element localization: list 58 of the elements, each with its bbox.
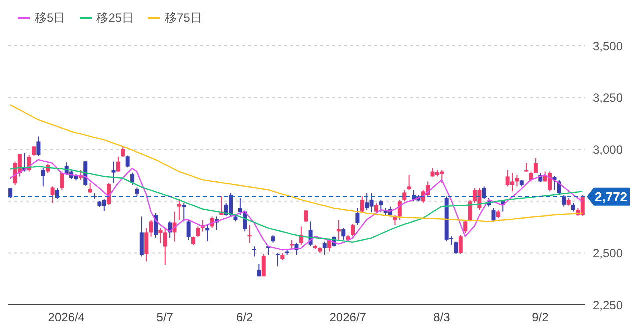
candlestick bbox=[257, 263, 262, 278]
y-tick-label: 3,250 bbox=[593, 91, 624, 106]
candlestick bbox=[140, 216, 144, 258]
y-tick-label: 3,000 bbox=[593, 142, 624, 157]
candlestick bbox=[252, 246, 256, 258]
y-tick-label: 3,500 bbox=[593, 39, 624, 54]
candlestick bbox=[36, 136, 41, 157]
y-tick-label: 2,250 bbox=[593, 298, 624, 312]
candlestick bbox=[515, 174, 520, 188]
x-tick-label: 2026/4 bbox=[48, 310, 86, 325]
candlestick bbox=[322, 241, 327, 256]
candlestick bbox=[41, 168, 46, 188]
candlestick bbox=[126, 155, 130, 168]
x-tick-label: 6/2 bbox=[236, 310, 254, 325]
candlestick bbox=[262, 254, 266, 278]
candlestick bbox=[356, 208, 360, 226]
x-tick-label: 8/3 bbox=[434, 310, 451, 325]
candlestick bbox=[482, 186, 486, 200]
x-tick-label: 9/2 bbox=[532, 310, 550, 325]
candlestick bbox=[454, 241, 458, 255]
x-tick-label: 2026/7 bbox=[330, 310, 367, 325]
candlestick bbox=[374, 202, 378, 214]
candlestick bbox=[458, 234, 463, 255]
candlestick bbox=[149, 220, 154, 238]
legend-label: 移5日 bbox=[35, 10, 66, 26]
candlestick bbox=[144, 228, 149, 262]
candlestick bbox=[186, 220, 191, 241]
candlestick bbox=[177, 198, 182, 221]
candlestick bbox=[50, 186, 55, 204]
candlestick bbox=[238, 198, 242, 216]
candlestick bbox=[8, 187, 13, 199]
candlestick bbox=[342, 228, 346, 240]
ref-line-label: 2,772 bbox=[595, 189, 628, 204]
candlestick bbox=[379, 199, 384, 214]
candlestick bbox=[304, 210, 308, 224]
candlestick bbox=[562, 194, 566, 208]
line-series bbox=[10, 104, 584, 222]
candlestick bbox=[121, 146, 126, 158]
candlestick bbox=[360, 196, 364, 214]
candlestick bbox=[88, 182, 92, 194]
candlestick bbox=[534, 158, 538, 174]
candlestick bbox=[464, 220, 468, 234]
candlestick bbox=[32, 146, 36, 156]
legend-label: 移75日 bbox=[165, 10, 202, 26]
candlestick bbox=[492, 208, 496, 222]
x-tick-label: 5/7 bbox=[156, 310, 174, 325]
candlestick bbox=[407, 174, 412, 191]
candlestick bbox=[182, 202, 186, 222]
candlestick bbox=[116, 156, 120, 172]
candlestick bbox=[196, 226, 200, 238]
legend-label: 移25日 bbox=[96, 10, 134, 26]
y-tick-label: 2,500 bbox=[593, 246, 624, 260]
candlestick bbox=[402, 190, 407, 202]
candlestick bbox=[351, 224, 356, 238]
candlestick bbox=[130, 172, 135, 186]
candlestick bbox=[276, 252, 280, 268]
candlestick bbox=[60, 171, 64, 191]
candlestick bbox=[112, 161, 116, 184]
